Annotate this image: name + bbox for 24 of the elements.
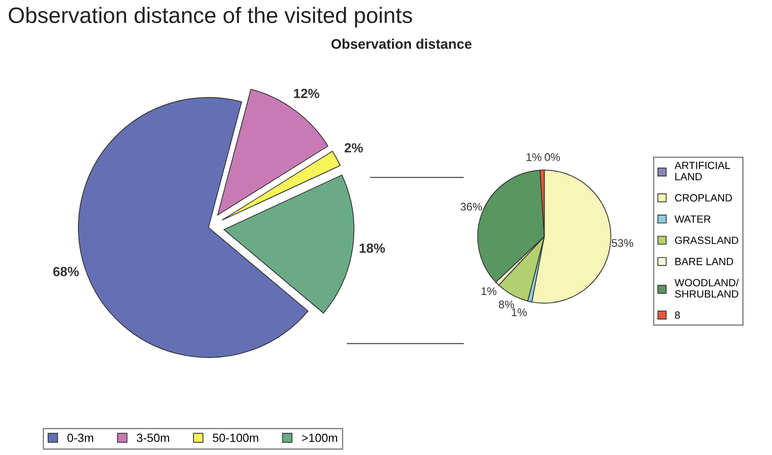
data-label: 2% <box>344 143 363 152</box>
legend-label: 50-100m <box>212 434 258 442</box>
text: 0% <box>544 153 560 162</box>
legend-label: GRASSLAND <box>675 236 738 244</box>
data-label: 1% <box>482 287 496 296</box>
legend-label: 0-3m <box>67 434 94 442</box>
data-label: 18% <box>360 244 385 253</box>
chart-subtitle: Observation distance <box>331 38 472 49</box>
legend-label: WATER <box>674 215 710 223</box>
data-label: 12% <box>294 88 320 98</box>
legend-label: BARE LAND <box>675 258 734 266</box>
legend-label: 3-50m <box>136 434 170 442</box>
data-label: 8% <box>498 300 514 308</box>
data-label: 1% <box>512 308 527 316</box>
legend-label: CROPLAND <box>675 194 732 202</box>
legend-label: >100m <box>302 434 338 442</box>
chart-title: Observation distance of the visited points <box>8 6 412 28</box>
legend-label: 8 <box>674 311 680 319</box>
legend-label: WOODLAND/ SHRUBLAND <box>674 278 739 298</box>
data-label: 53% <box>612 239 634 247</box>
data-label: 68% <box>53 266 79 276</box>
data-label: 36% <box>460 202 482 211</box>
legend-label: ARTIFICIAL LAND <box>674 162 730 180</box>
data-label: 1% <box>526 153 542 162</box>
